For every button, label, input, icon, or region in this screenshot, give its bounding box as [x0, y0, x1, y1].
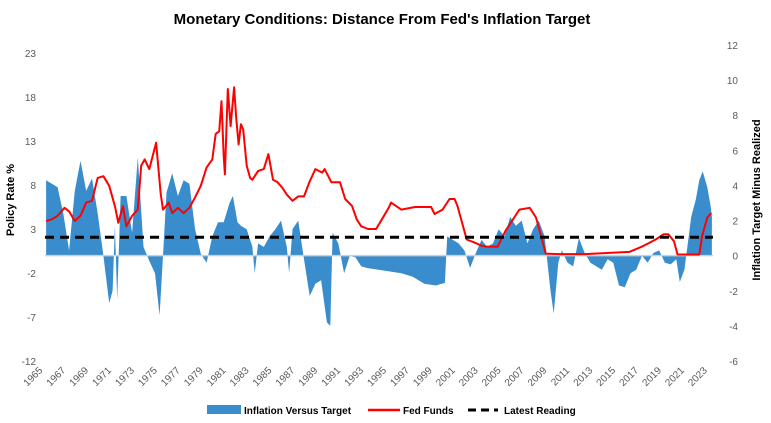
x-tick-label: 2021	[663, 365, 687, 389]
x-tick-label: 2011	[549, 365, 572, 388]
left-axis-title: Policy Rate %	[5, 164, 17, 236]
legend: Inflation Versus Target Fed Funds Latest…	[207, 405, 576, 417]
right-tick-label: 6	[732, 146, 738, 157]
fed-funds-line	[45, 86, 713, 256]
right-tick-label: -2	[729, 287, 738, 298]
chart-title: Monetary Conditions: Distance From Fed's…	[174, 11, 591, 28]
right-tick-label: 4	[732, 181, 738, 192]
left-tick-label: 3	[30, 225, 36, 236]
x-tick-label: 1999	[411, 365, 435, 389]
right-axis-title: Inflation Target Minus Realized	[751, 119, 763, 280]
x-tick-label: 2015	[595, 365, 619, 389]
plot-area	[45, 86, 713, 326]
right-tick-label: 10	[727, 76, 739, 87]
left-tick-label: -2	[27, 269, 36, 280]
right-tick-label: 0	[732, 252, 738, 263]
x-tick-label: 2019	[640, 365, 664, 389]
right-tick-label: 8	[732, 111, 738, 122]
x-tick-label: 1975	[136, 365, 160, 389]
x-tick-label: 1997	[388, 365, 412, 389]
legend-label-inflation: Inflation Versus Target	[244, 406, 352, 417]
x-tick-label: 1967	[45, 365, 69, 389]
left-tick-label: -7	[27, 313, 36, 324]
left-tick-label: 8	[30, 181, 36, 192]
x-tick-label: 1983	[228, 365, 252, 389]
right-tick-label: -6	[729, 357, 738, 368]
x-tick-label: 2001	[434, 365, 458, 389]
x-tick-label: 2003	[457, 365, 481, 389]
x-tick-label: 1965	[22, 365, 46, 389]
x-axis: 1965 1967 1969 1971 1973 1975 1977 1979 1981 1983…	[22, 365, 710, 389]
x-tick-label: 1985	[251, 365, 275, 389]
x-tick-label: 1981	[205, 365, 229, 389]
x-tick-label: 1979	[182, 365, 206, 389]
x-tick-label: 2007	[503, 365, 527, 389]
left-tick-label: -12	[22, 357, 37, 368]
right-tick-label: 2	[732, 217, 738, 228]
x-tick-label: 1969	[68, 365, 92, 389]
inflation-versus-target-area	[46, 157, 712, 326]
left-tick-label: 13	[25, 137, 37, 148]
x-tick-label: 1977	[159, 365, 183, 389]
left-tick-label: 23	[25, 49, 37, 60]
legend-swatch-inflation	[207, 405, 241, 414]
x-tick-label: 1973	[113, 365, 137, 389]
right-tick-label: -4	[729, 322, 738, 333]
x-tick-label: 1993	[343, 365, 367, 389]
x-tick-label: 1971	[91, 365, 115, 389]
left-tick-label: 18	[25, 93, 37, 104]
x-tick-label: 1989	[297, 365, 321, 389]
right-tick-label: 12	[727, 41, 739, 52]
left-axis: 23 18 13 8 3 -2 -7 -12	[22, 49, 37, 368]
legend-label-fed-funds: Fed Funds	[403, 406, 454, 417]
x-tick-label: 2005	[480, 365, 504, 389]
x-tick-label: 1987	[274, 365, 298, 389]
x-tick-label: 1991	[320, 365, 344, 389]
x-tick-label: 2023	[686, 365, 710, 389]
x-tick-label: 2013	[572, 365, 596, 389]
x-tick-label: 1995	[365, 365, 389, 389]
right-axis: 12 10 8 6 4 2 0 -2 -4 -6	[727, 41, 739, 368]
legend-label-latest-reading: Latest Reading	[504, 406, 576, 417]
x-tick-label: 2009	[526, 365, 550, 389]
x-tick-label: 2017	[618, 365, 642, 389]
